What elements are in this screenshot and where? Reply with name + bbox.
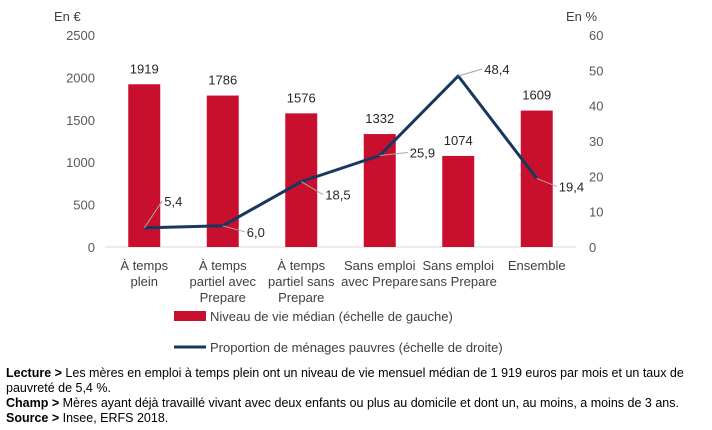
category-label: partiel avec xyxy=(190,274,257,289)
left-axis-unit: En € xyxy=(54,9,82,24)
legend-bar-swatch xyxy=(174,311,206,321)
left-tick-label: 2000 xyxy=(66,70,95,85)
note-source-text: Insee, ERFS 2018. xyxy=(59,411,169,425)
category-label: Ensemble xyxy=(508,258,566,273)
bar-data-label: 1332 xyxy=(365,111,394,126)
note-champ-text: Mères ayant déjà travaillé vivant avec d… xyxy=(59,396,679,410)
line-label-leader xyxy=(300,181,324,196)
bar-data-label: 1074 xyxy=(444,133,473,148)
category-label: Prepare xyxy=(278,290,324,305)
category-label: À temps xyxy=(199,258,247,273)
category-label: À temps xyxy=(277,258,325,273)
line-label-leader xyxy=(536,177,557,187)
bar-data-label: 1609 xyxy=(522,88,551,103)
legend-line-label: Proportion de ménages pauvres (échelle d… xyxy=(210,340,503,355)
category-label: Sans emploi xyxy=(344,258,416,273)
right-tick-label: 0 xyxy=(589,240,596,255)
right-tick-label: 60 xyxy=(589,28,603,43)
right-tick-label: 30 xyxy=(589,134,603,149)
line-series xyxy=(144,74,538,230)
bar-data-label: 1576 xyxy=(287,90,316,105)
note-lecture-label: Lecture > xyxy=(6,366,62,380)
line-label-leader xyxy=(143,200,163,229)
chart: En € En % 0 500 1000 1500 2000 2500 0 10 20 30 40… xyxy=(54,9,603,355)
bar-data-label: 1919 xyxy=(130,61,159,76)
bar xyxy=(363,134,396,247)
bar-data-labels: 1919 1786 1576 1332 1074 1609 xyxy=(130,61,551,148)
right-tick-label: 50 xyxy=(589,63,603,78)
category-label: Sans emploi xyxy=(422,258,494,273)
category-label: À temps xyxy=(120,258,168,273)
note-source-label: Source > xyxy=(6,411,60,425)
bar-data-label: 1786 xyxy=(208,73,237,88)
bar xyxy=(128,84,161,247)
left-tick-label: 1500 xyxy=(66,113,95,128)
right-tick-label: 20 xyxy=(589,169,603,184)
line-data-label: 19,4 xyxy=(559,179,584,194)
line-data-label: 5,4 xyxy=(164,194,182,209)
right-tick-label: 40 xyxy=(589,99,603,114)
note-lecture: Lecture > Les mères en emploi à temps pl… xyxy=(6,366,706,396)
right-axis-unit: En % xyxy=(566,9,598,24)
line-data-label: 48,4 xyxy=(484,62,509,77)
bar-series xyxy=(128,84,553,248)
left-tick-label: 2500 xyxy=(66,28,95,43)
left-tick-label: 500 xyxy=(73,198,95,213)
note-champ-label: Champ > xyxy=(6,396,60,410)
legend-bar-label: Niveau de vie médian (échelle de gauche) xyxy=(210,309,453,324)
category-label: avec Prepare xyxy=(341,274,418,289)
left-tick-label: 1000 xyxy=(66,155,95,170)
left-axis: 0 500 1000 1500 2000 2500 xyxy=(66,28,95,255)
bar xyxy=(442,155,475,247)
left-tick-label: 0 xyxy=(88,240,95,255)
line-data-label: 18,5 xyxy=(325,188,350,203)
category-label: plein xyxy=(131,274,158,289)
line-data-label: 6,0 xyxy=(247,225,265,240)
legend: Niveau de vie médian (échelle de gauche)… xyxy=(174,309,503,355)
category-label: Prepare xyxy=(200,290,246,305)
notes: Lecture > Les mères en emploi à temps pl… xyxy=(6,366,706,426)
right-tick-label: 10 xyxy=(589,205,603,220)
note-lecture-text: Les mères en emploi à temps plein ont un… xyxy=(6,366,684,395)
line-data-labels: 5,4 6,0 18,5 25,9 48,4 19,4 xyxy=(143,62,584,240)
line-label-leader xyxy=(222,225,245,233)
bar xyxy=(206,95,239,247)
category-label: sans Prepare xyxy=(420,274,497,289)
note-source: Source > Insee, ERFS 2018. xyxy=(6,411,706,426)
series-line xyxy=(144,74,538,230)
note-champ: Champ > Mères ayant déjà travaillé vivan… xyxy=(6,396,706,411)
category-label: partiel sans xyxy=(268,274,335,289)
line-label-leader xyxy=(379,151,408,156)
line-data-label: 25,9 xyxy=(410,145,435,160)
right-axis: 0 10 20 30 40 50 60 xyxy=(589,28,603,255)
line-label-leader xyxy=(458,68,483,77)
